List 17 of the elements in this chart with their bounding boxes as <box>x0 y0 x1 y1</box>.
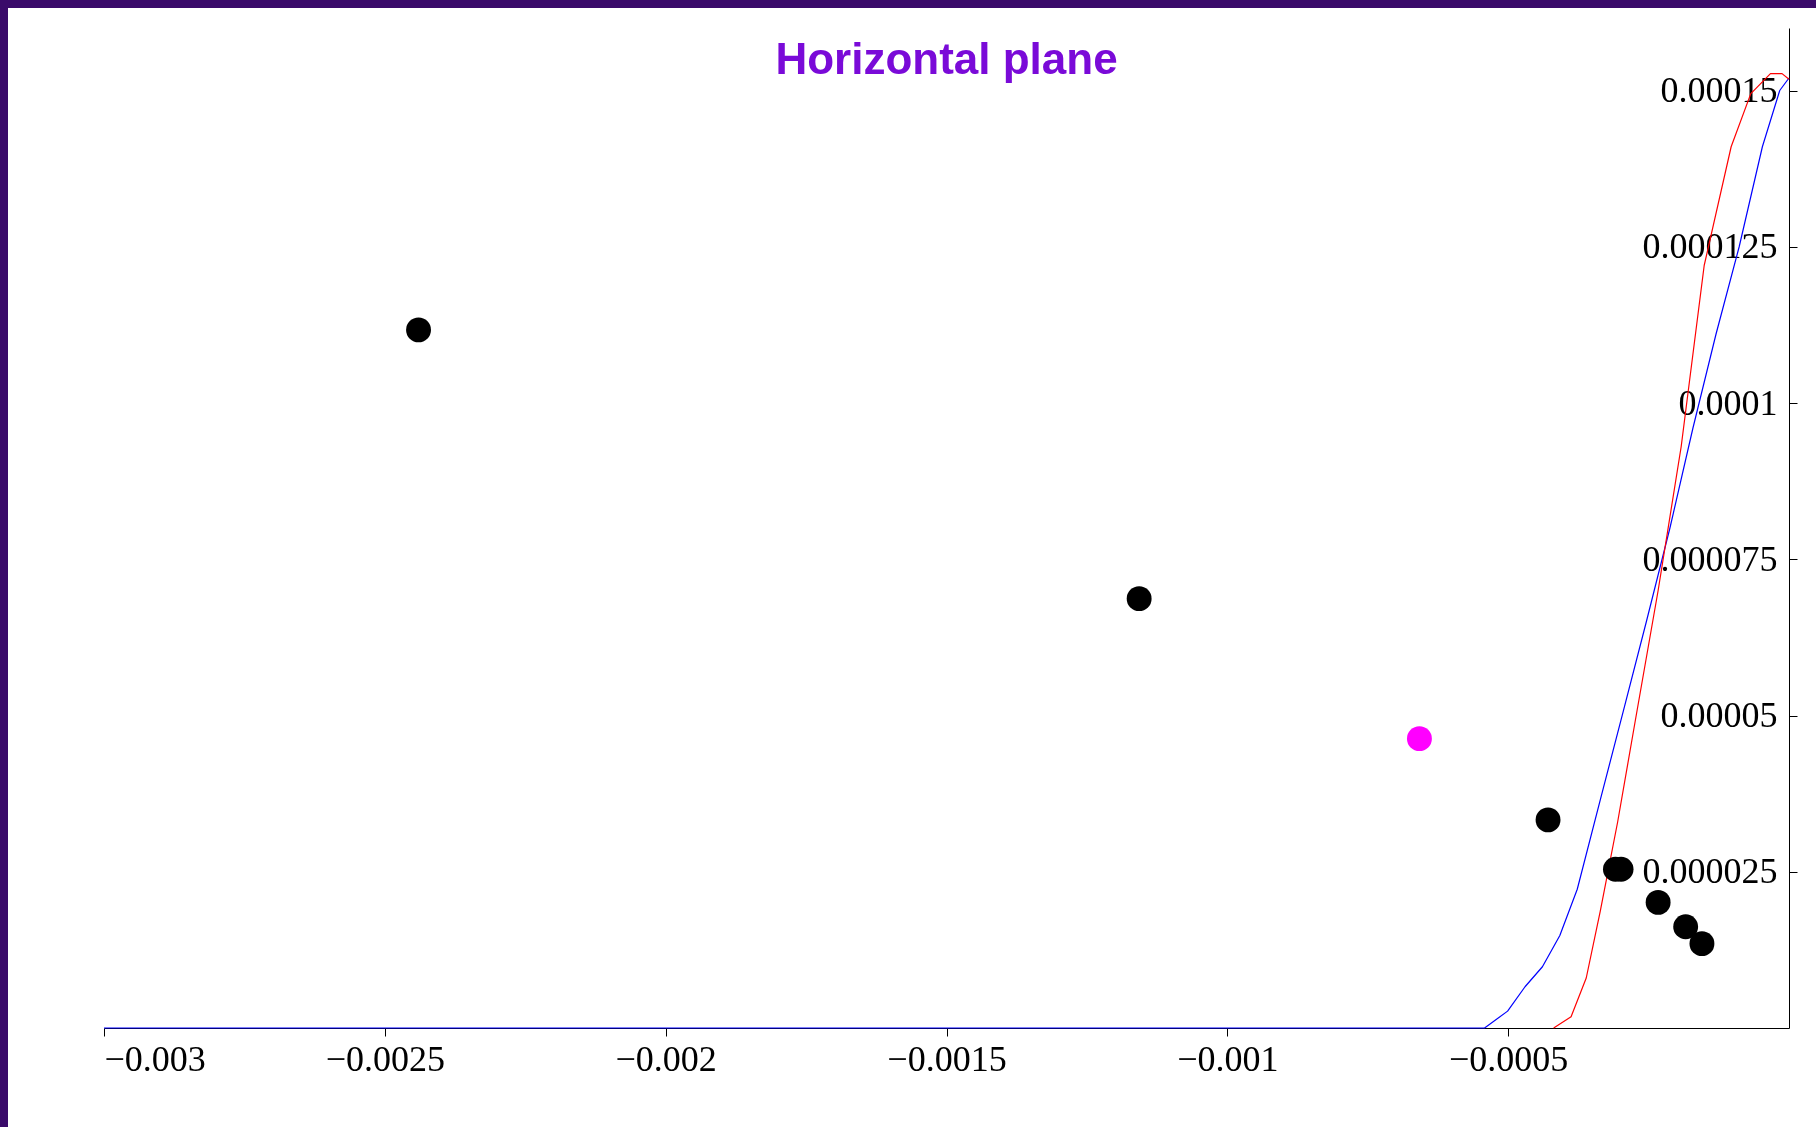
y-tick-label: 0.00005 <box>1660 695 1778 735</box>
y-tick-label: 0.000025 <box>1642 851 1778 892</box>
point <box>1406 726 1432 752</box>
point <box>1689 931 1715 957</box>
x-tick-label: −0.0025 <box>325 1038 445 1079</box>
point <box>406 317 431 343</box>
point <box>1645 889 1671 915</box>
x-tick-label: −0.003 <box>104 1038 206 1079</box>
x-tick-label: −0.0015 <box>887 1038 1007 1079</box>
point <box>1535 807 1561 833</box>
point <box>1673 914 1699 940</box>
x-tick-label: −0.001 <box>1177 1038 1279 1079</box>
point <box>1126 586 1152 612</box>
line-series <box>1553 73 1790 1029</box>
x-tick-label: −0.0005 <box>1449 1038 1569 1079</box>
chart-title: Horizontal plane <box>775 34 1118 83</box>
x-tick-label: −0.002 <box>615 1038 717 1079</box>
